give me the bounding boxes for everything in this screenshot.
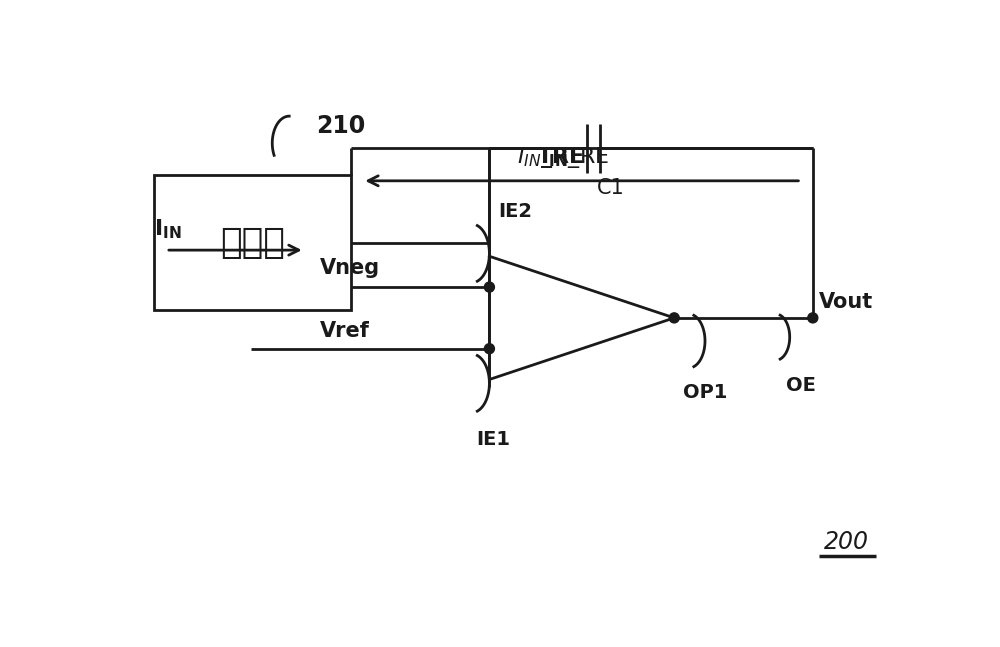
Text: 210: 210: [316, 115, 365, 138]
Circle shape: [484, 282, 494, 292]
Text: 200: 200: [824, 531, 869, 554]
Text: OE: OE: [786, 376, 816, 395]
Text: Vref: Vref: [320, 321, 370, 341]
Text: IE1: IE1: [476, 430, 510, 448]
Circle shape: [669, 313, 679, 323]
Text: IE2: IE2: [499, 202, 533, 221]
Circle shape: [808, 313, 818, 323]
Text: Vout: Vout: [819, 292, 873, 312]
Circle shape: [484, 344, 494, 354]
Bar: [154, 175, 351, 310]
Text: 电流源: 电流源: [220, 226, 285, 260]
Text: OP1: OP1: [683, 383, 727, 402]
Text: $\mathbf{I_{IN}}$: $\mathbf{I_{IN}}$: [154, 217, 182, 241]
Text: Vneg: Vneg: [320, 258, 380, 278]
Text: C1: C1: [597, 178, 625, 198]
Text: $\mathbf{I_{IN}}$_RE: $\mathbf{I_{IN}}$_RE: [540, 145, 609, 170]
Text: $I_{IN}$_RE: $I_{IN}$_RE: [517, 145, 585, 170]
